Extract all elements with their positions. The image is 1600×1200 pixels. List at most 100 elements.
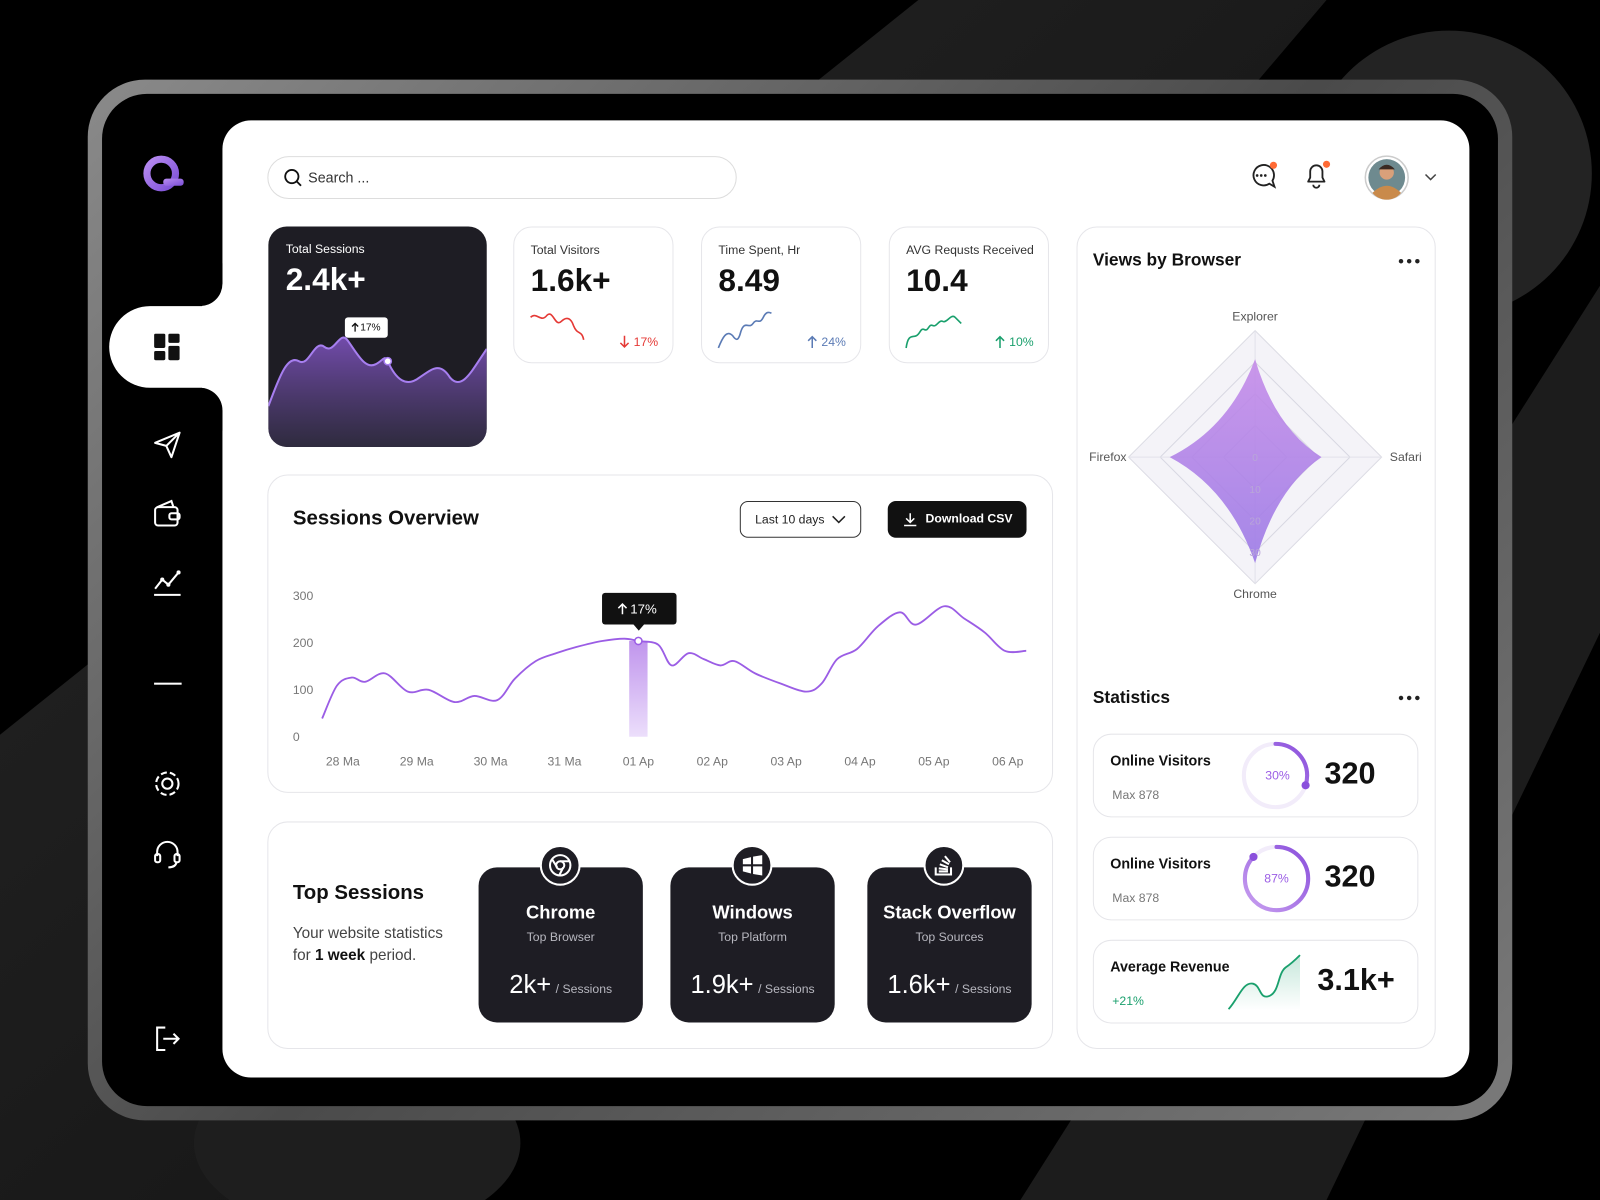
sparkline [905, 315, 962, 349]
kpi-card: Time Spent, Hr 8.49 24% [701, 226, 862, 364]
highlight-point [634, 636, 643, 646]
kpi-label: Total Sessions [285, 241, 365, 257]
user-menu[interactable] [1364, 155, 1446, 200]
card-value: 1.6k+ / Sessions [867, 970, 1031, 1000]
sparkline [530, 313, 585, 340]
icon [934, 855, 953, 876]
tab-notch [181, 263, 223, 307]
top-session-card: Stack Overflow Top Sources 1.6k+ / Sessi… [867, 867, 1032, 1023]
up-arrow [995, 335, 1005, 348]
top-sessions-description: Your website statistics for 1 week perio… [293, 922, 456, 966]
search-placeholder: Search ... [308, 169, 370, 186]
more-button[interactable] [1398, 692, 1420, 704]
radar-tick-label: 30 [1249, 548, 1261, 559]
stat-value: 320 [1324, 757, 1376, 791]
kpi-value: 2.4k+ [285, 261, 366, 297]
x-tick-label: 05 Ap [918, 754, 949, 768]
radar-axis-label: Firefox [1089, 450, 1126, 464]
sessions-sparkline [268, 336, 487, 447]
x-tick-label: 06 Ap [992, 754, 1023, 768]
y-tick-label: 100 [293, 683, 314, 697]
card-subtitle: Top Browser [526, 929, 595, 944]
stat-value: 3.1k+ [1317, 963, 1395, 997]
card-name: Windows [712, 902, 793, 923]
badge-pointer [632, 623, 645, 631]
up-arrow [807, 335, 817, 348]
y-tick-label: 0 [293, 730, 300, 744]
more-button[interactable] [1398, 255, 1420, 267]
radar-tick-label: 20 [1249, 516, 1261, 527]
value: 2k+ [509, 970, 552, 999]
kpi-label: AVG Requsts Received [906, 242, 1034, 258]
kpi-card: Total Visitors 1.6k+ 17% [513, 226, 674, 364]
kpi-card: AVG Requsts Received 10.4 10% [888, 226, 1049, 364]
x-tick-label: 02 Ap [697, 754, 728, 768]
top-session-card: Chrome Top Browser 2k+ / Sessions [478, 867, 643, 1023]
kpi-value: 10.4 [906, 262, 968, 298]
x-tick-label: 30 Ma [474, 754, 508, 768]
radar-chart: 0 10 20 30 Explorer Safari Chrome Firefox [1089, 309, 1422, 601]
stat-label: Online Visitors [1110, 752, 1211, 769]
card-name: Chrome [526, 902, 596, 923]
stat-value: 320 [1324, 860, 1376, 894]
description-text: period. [369, 946, 417, 964]
stackoverflow-icon [923, 844, 965, 886]
unit: / Sessions [758, 981, 815, 996]
chat-button[interactable] [1247, 159, 1280, 192]
date-filter[interactable] [739, 501, 862, 538]
radar-area [1169, 359, 1322, 564]
kpi-change: 10% [1009, 334, 1034, 349]
section-title: Views by Browser [1092, 249, 1242, 270]
kpi-value: 1.6k+ [530, 262, 611, 298]
description-emphasis: 1 week [314, 946, 366, 964]
x-tick-label: 28 Ma [326, 754, 360, 768]
nav-divider [154, 682, 182, 685]
card-name: Stack Overflow [883, 902, 1016, 923]
section-title: Statistics [1092, 687, 1170, 708]
search-icon [284, 168, 302, 187]
stat-card: Average Revenue +21% 3.1k+ [1092, 939, 1419, 1024]
sessions-chart: 0 100 200 300 28 Ma 29 Ma 30 Ma 31 Ma 01 Ap 02 Ap… [293, 589, 1027, 768]
nav-support[interactable] [151, 838, 184, 871]
x-tick-label: 31 Ma [547, 754, 581, 768]
radar-axis-label: Explorer [1232, 309, 1278, 323]
y-tick-label: 200 [293, 636, 314, 650]
up-arrow [351, 322, 359, 332]
chart-badge: 17% [601, 593, 677, 631]
nav-analytics[interactable] [151, 566, 184, 599]
value: 1.6k+ [887, 970, 951, 999]
nav-logout[interactable] [151, 1022, 184, 1055]
radar-tick-label: 10 [1249, 485, 1261, 496]
icon [548, 854, 572, 877]
stat-card: Online Visitors Max 878 320 [1092, 836, 1419, 921]
date-filter-label: Last 10 days [755, 512, 825, 527]
chrome-icon [539, 844, 581, 886]
highlight-bar [629, 640, 648, 737]
x-tick-label: 29 Ma [400, 754, 434, 768]
sessions-line [321, 605, 1027, 719]
stat-max: Max 878 [1112, 890, 1160, 906]
download-label: Download CSV [925, 511, 1013, 526]
logo [143, 155, 184, 192]
x-tick-label: 01 Ap [623, 754, 654, 768]
radar-axis-label: Chrome [1233, 587, 1277, 601]
x-tick-label: 04 Ap [844, 754, 875, 768]
nav-settings[interactable] [151, 767, 184, 800]
dashboard-icon [154, 333, 180, 361]
sparkline [717, 311, 772, 349]
nav-send[interactable] [151, 429, 184, 462]
kpi-label: Total Visitors [530, 242, 600, 258]
card-subtitle: Top Platform [718, 929, 787, 944]
nav-wallet[interactable] [151, 498, 184, 531]
card-subtitle: Top Sources [915, 929, 984, 944]
notifications-button[interactable] [1301, 158, 1334, 191]
search-box[interactable] [267, 156, 737, 199]
download-icon [904, 513, 917, 527]
section-title: Top Sessions [292, 881, 425, 905]
unit: / Sessions [955, 981, 1012, 996]
kpi-card: 17% Total Sessions 2.4k+ [268, 226, 487, 447]
y-tick-label: 300 [293, 589, 314, 603]
down-arrow [619, 335, 630, 349]
stat-label: Online Visitors [1110, 855, 1211, 872]
kpi-value: 8.49 [718, 262, 780, 298]
